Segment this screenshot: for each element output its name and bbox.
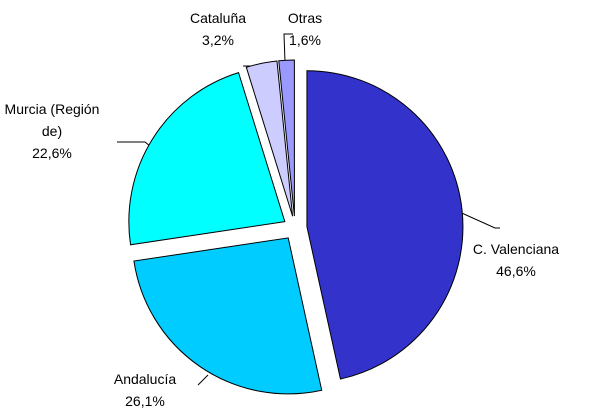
pie-slice	[245, 60, 294, 217]
value-label: 22,6%	[32, 145, 72, 161]
slice-label: C. Valenciana 46,6%	[452, 238, 580, 282]
slice-label: Andalucía 26,1%	[90, 368, 200, 412]
pie-slice	[306, 70, 464, 380]
slice-label: Murcia (Región de) 22,6%	[2, 98, 102, 164]
category-label: Murcia (Región de)	[4, 101, 100, 139]
category-label: Otras	[287, 10, 323, 26]
value-label: 1,6%	[289, 32, 321, 48]
value-label: 26,1%	[125, 393, 165, 409]
slice-label: Cataluña 3,2%	[168, 7, 268, 51]
pie-slice	[278, 59, 295, 217]
pie-slice	[133, 237, 323, 395]
category-label: Cataluña	[189, 10, 247, 26]
leader-line	[454, 209, 500, 229]
pie-slice	[128, 72, 286, 246]
leader-line	[197, 374, 209, 386]
slice-label: Otras 1,6%	[275, 7, 335, 51]
value-label: 3,2%	[202, 32, 234, 48]
category-label: Andalucía	[113, 371, 177, 387]
leader-line	[283, 33, 293, 63]
leader-line	[117, 141, 151, 147]
value-label: 46,6%	[496, 263, 536, 279]
category-label: C. Valenciana	[472, 241, 560, 257]
